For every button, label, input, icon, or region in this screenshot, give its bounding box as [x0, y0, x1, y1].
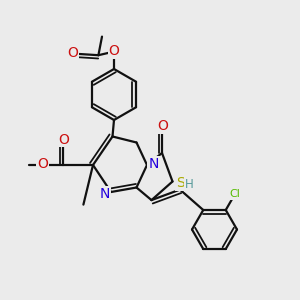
Text: S: S — [176, 176, 185, 190]
Text: O: O — [158, 119, 168, 133]
Text: N: N — [100, 187, 110, 201]
Text: O: O — [58, 133, 69, 146]
Text: N: N — [148, 158, 159, 171]
Text: H: H — [185, 178, 194, 191]
Text: O: O — [37, 158, 48, 171]
Text: O: O — [109, 44, 119, 58]
Text: Cl: Cl — [229, 189, 240, 199]
Text: O: O — [67, 46, 78, 60]
